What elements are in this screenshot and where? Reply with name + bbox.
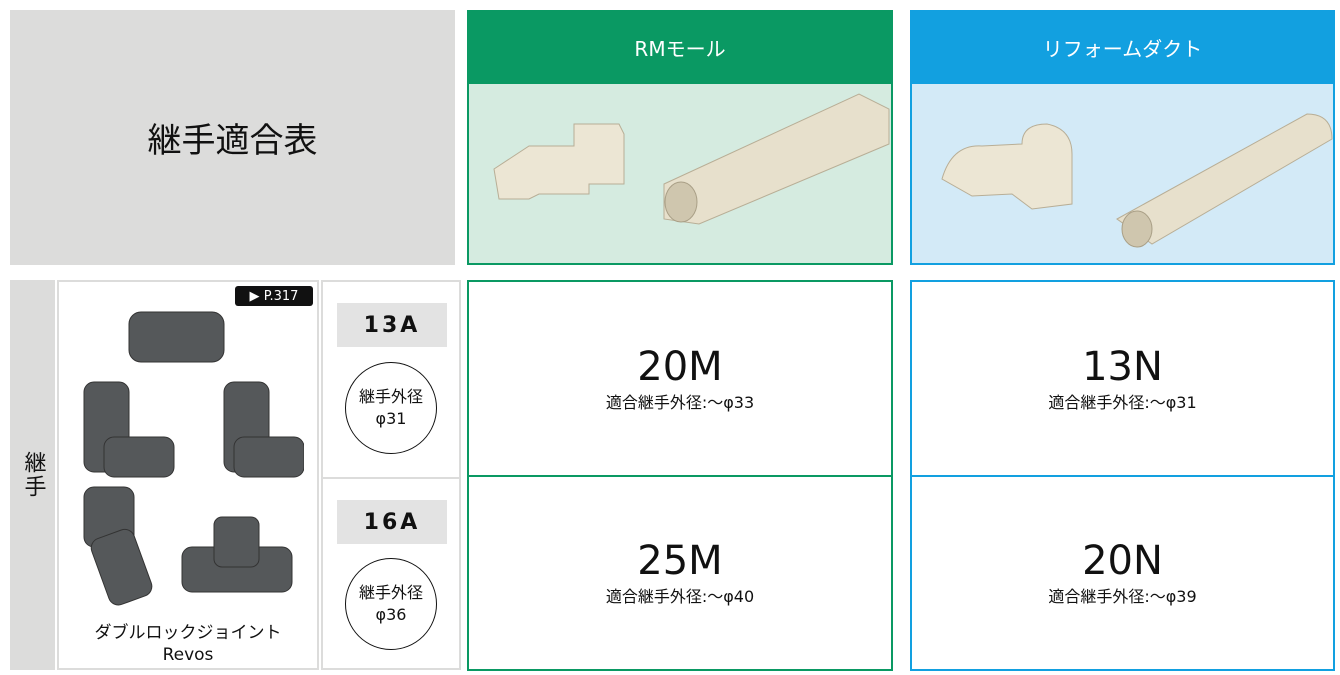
- diameter-circle: 継手外径 φ36: [345, 558, 437, 650]
- diameter-label: 継手外径: [358, 583, 423, 602]
- product-panel: ▶ P.317 ダブルロックジョイント Revos: [57, 280, 319, 670]
- code: 13N: [1082, 343, 1163, 390]
- column-header: リフォームダクト: [910, 10, 1335, 84]
- table-title: 継手適合表: [10, 10, 455, 265]
- cell: 20M 適合継手外径:〜φ33: [467, 280, 893, 477]
- duct-illustration: [941, 113, 1333, 248]
- product-image: [910, 84, 1335, 265]
- size-label: 16A: [337, 500, 447, 544]
- page-ref: P.317: [263, 288, 299, 304]
- diameter-circle: 継手外径 φ31: [345, 362, 437, 454]
- code: 25M: [637, 538, 723, 584]
- fit: 適合継手外径:〜φ33: [605, 392, 755, 412]
- product-name: ダブルロックジョイント: [94, 623, 282, 643]
- badge-arrow: ▶: [249, 288, 264, 304]
- fit: 適合継手外径:〜φ31: [1048, 392, 1197, 412]
- diameter: φ31: [375, 409, 407, 428]
- size-label: 13A: [337, 303, 447, 347]
- diameter-label: 継手外径: [358, 387, 423, 406]
- product-image: [467, 84, 893, 265]
- divider: [323, 477, 459, 479]
- code: 20M: [637, 343, 723, 390]
- product-model: Revos: [162, 645, 214, 665]
- duct-illustration: [493, 93, 890, 225]
- cell: 25M 適合継手外径:〜φ40: [467, 475, 893, 671]
- fit: 適合継手外径:〜φ39: [1048, 587, 1197, 606]
- cell: 13N 適合継手外径:〜φ31: [910, 280, 1335, 477]
- page-ref-badge: ▶ P.317: [235, 286, 313, 306]
- fittings-illustration: [83, 311, 304, 606]
- diameter: φ36: [375, 605, 407, 624]
- fit: 適合継手外径:〜φ40: [605, 587, 755, 606]
- row-group-label: 継手: [10, 280, 55, 670]
- code: 20N: [1082, 538, 1163, 584]
- column-header: RMモール: [467, 10, 893, 84]
- cell: 20N 適合継手外径:〜φ39: [910, 475, 1335, 671]
